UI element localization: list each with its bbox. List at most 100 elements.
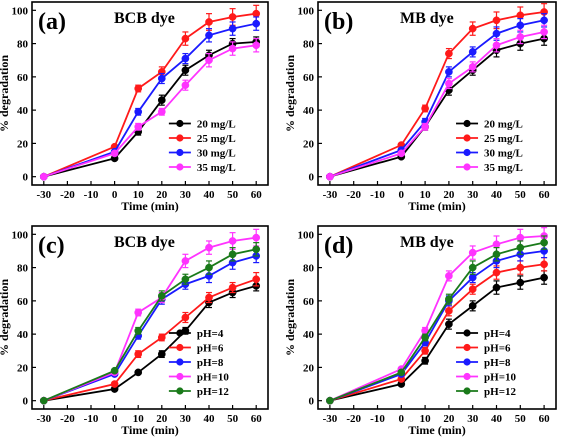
legend-marker xyxy=(463,119,471,128)
x-tick-label: 30 xyxy=(180,189,192,201)
x-tick-label: 10 xyxy=(420,189,432,201)
legend-marker xyxy=(176,134,184,142)
series-line xyxy=(43,285,257,402)
legend-marker xyxy=(463,134,471,142)
legend-label: pH=12 xyxy=(197,386,229,398)
y-tick-label: 80 xyxy=(303,39,315,51)
y-tick-label: 60 xyxy=(303,72,315,84)
series-line xyxy=(43,248,257,402)
data-point xyxy=(157,74,166,83)
data-point xyxy=(252,19,261,28)
x-axis-title: Time (min) xyxy=(121,423,178,437)
series-line xyxy=(329,19,545,178)
data-point xyxy=(397,368,406,377)
data-point xyxy=(134,107,143,116)
data-point xyxy=(181,66,190,75)
data-point xyxy=(326,396,334,405)
legend-marker xyxy=(176,163,184,171)
series-30-mg-l xyxy=(39,16,261,181)
legend-label: pH=4 xyxy=(484,328,511,340)
data-point xyxy=(228,250,237,259)
y-tick-label: 40 xyxy=(17,105,29,117)
data-point xyxy=(181,54,190,63)
data-point xyxy=(421,104,429,113)
data-point xyxy=(468,263,477,272)
data-point xyxy=(326,172,334,181)
legend-label: pH=6 xyxy=(197,343,224,355)
data-point xyxy=(540,260,548,269)
legend-label: pH=4 xyxy=(197,328,224,340)
legend-label: 35 mg/L xyxy=(484,162,523,174)
y-tick-label: 0 xyxy=(23,396,29,408)
data-point xyxy=(134,326,143,335)
x-tick-label: 60 xyxy=(539,413,551,425)
y-tick-label: 60 xyxy=(17,72,29,84)
legend-marker xyxy=(463,372,471,381)
data-point xyxy=(421,122,429,131)
series-35-mg-l xyxy=(39,37,261,181)
data-point xyxy=(228,283,237,292)
x-tick-label: 40 xyxy=(204,413,216,425)
panel-title: MB dye xyxy=(400,234,454,251)
y-tick-label: 60 xyxy=(303,296,315,308)
x-tick-label: -10 xyxy=(84,189,99,201)
x-tick-label: -10 xyxy=(84,413,99,425)
data-point xyxy=(492,240,501,249)
data-point xyxy=(252,41,261,50)
data-point xyxy=(468,63,477,71)
data-point xyxy=(134,308,143,317)
legend: pH=4 pH=6 pH=8 pH=10 pH=12 xyxy=(456,328,516,398)
x-tick-label: 60 xyxy=(251,413,263,425)
data-point xyxy=(228,237,237,245)
data-point xyxy=(157,350,166,358)
y-tick-label: 40 xyxy=(303,329,315,341)
series-line xyxy=(43,22,257,178)
x-tick-label: -20 xyxy=(60,189,75,201)
data-point xyxy=(157,96,166,105)
x-tick-label: 10 xyxy=(420,413,432,425)
series-ph-12 xyxy=(39,242,261,405)
series-line xyxy=(329,11,545,178)
x-tick-label: 0 xyxy=(112,189,118,201)
data-point xyxy=(492,268,501,277)
data-point xyxy=(228,44,237,53)
x-tick-label: 40 xyxy=(491,413,503,425)
legend-marker xyxy=(176,343,184,352)
data-point xyxy=(540,28,548,36)
data-point xyxy=(468,24,477,33)
data-point xyxy=(110,149,119,158)
legend-marker xyxy=(176,358,184,366)
series-line xyxy=(329,235,545,402)
legend-label: 30 mg/L xyxy=(484,148,523,160)
data-point xyxy=(516,278,525,287)
data-point xyxy=(134,350,143,358)
y-tick-label: 20 xyxy=(303,362,315,374)
data-point xyxy=(516,11,525,20)
y-tick-label: 100 xyxy=(12,5,29,17)
x-tick-label: 50 xyxy=(515,189,527,201)
series-line xyxy=(43,278,257,402)
x-tick-label: 0 xyxy=(399,413,405,425)
legend: 20 mg/L 25 mg/L 30 mg/L 35 mg/L xyxy=(456,119,523,174)
x-tick-label: -20 xyxy=(346,189,361,201)
data-point xyxy=(252,245,261,254)
x-tick-label: 30 xyxy=(467,189,479,201)
panel-title: BCB dye xyxy=(114,234,175,251)
panel-title: MB dye xyxy=(400,10,454,27)
panel-d: -30 -20 -10 0 10 20 30 40 50 60 0 20 40 60 80 100 Time (… xyxy=(283,225,557,437)
y-tick-label: 80 xyxy=(17,39,29,51)
y-tick-label: 60 xyxy=(17,296,29,308)
series-line xyxy=(329,241,545,402)
x-tick-label: 0 xyxy=(112,413,118,425)
legend-label: 30 mg/L xyxy=(197,148,236,160)
data-point xyxy=(445,79,453,88)
x-tick-label: 60 xyxy=(539,189,551,201)
y-tick-label: 40 xyxy=(17,329,29,341)
panel-title: BCB dye xyxy=(114,10,175,27)
plot-frame xyxy=(31,225,269,410)
panel-label: (c) xyxy=(38,233,65,259)
x-tick-label: 20 xyxy=(443,413,455,425)
series-line xyxy=(329,37,545,178)
legend-label: 20 mg/L xyxy=(197,119,236,131)
